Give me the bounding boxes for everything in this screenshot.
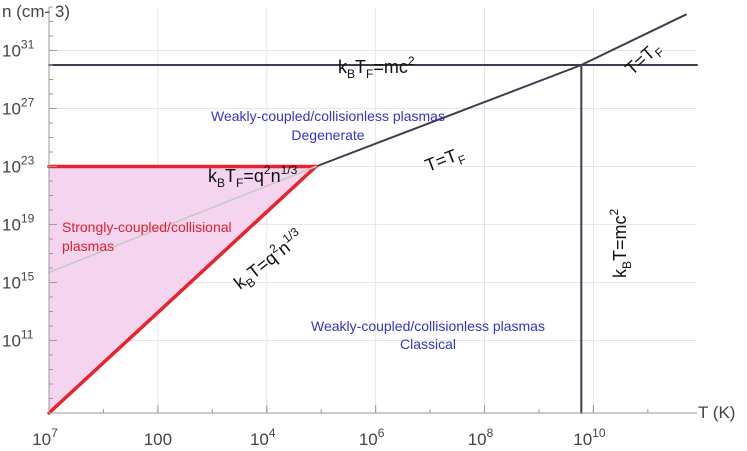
kbt-mc2-label: kBT=mc2 xyxy=(607,208,634,278)
region-classical-line2: Classical xyxy=(400,336,456,352)
x-tick-label-5: 1010 xyxy=(573,426,606,449)
x-tick-label-3: 106 xyxy=(359,426,385,449)
x-tick-label-0: 107 xyxy=(32,426,58,449)
y-tick-label-1: 1027 xyxy=(2,96,35,119)
x-tick-label-2: 104 xyxy=(250,426,276,449)
series-line-t-tf xyxy=(314,13,687,168)
y-tick-label-3: 1019 xyxy=(2,212,35,235)
series-line-gray-line xyxy=(48,165,317,274)
x-tick-label-4: 108 xyxy=(468,426,494,449)
t-tf-mid-label: T=TF xyxy=(422,143,468,180)
region-classical-line1: Weakly-coupled/collisionless plasmas xyxy=(311,318,545,334)
kbtf-mc2-label: kBTF=mc2 xyxy=(338,54,415,81)
axes xyxy=(48,6,697,414)
region-strongly-line2: plasmas xyxy=(62,238,114,254)
kbtf-q2-label: kBTF=q2n1/3 xyxy=(208,163,298,190)
series-line-kbt-q2 xyxy=(47,164,318,415)
y-tick-label-5: 1011 xyxy=(2,328,34,351)
y-tick-label-0: 1031 xyxy=(2,38,35,61)
series-lines xyxy=(47,13,698,415)
y-axis-title: n (cm- 3) xyxy=(2,2,70,21)
t-tf-top-label: T=TF xyxy=(621,37,667,82)
region-degenerate-line1: Weakly-coupled/collisionless plasmas xyxy=(211,108,445,124)
tick-labels: 107 100 104 106 108 1010 1031 1027 1023 1019 1015 1… xyxy=(2,38,606,450)
region-degenerate-line2: Degenerate xyxy=(291,127,364,143)
region-strongly-line1: Strongly-coupled/collisional xyxy=(62,219,232,235)
y-tick-label-4: 1015 xyxy=(2,270,35,293)
x-tick-label-1: 100 xyxy=(144,430,172,449)
x-axis-title: T (K) xyxy=(698,403,735,422)
y-tick-label-2: 1023 xyxy=(2,154,35,177)
